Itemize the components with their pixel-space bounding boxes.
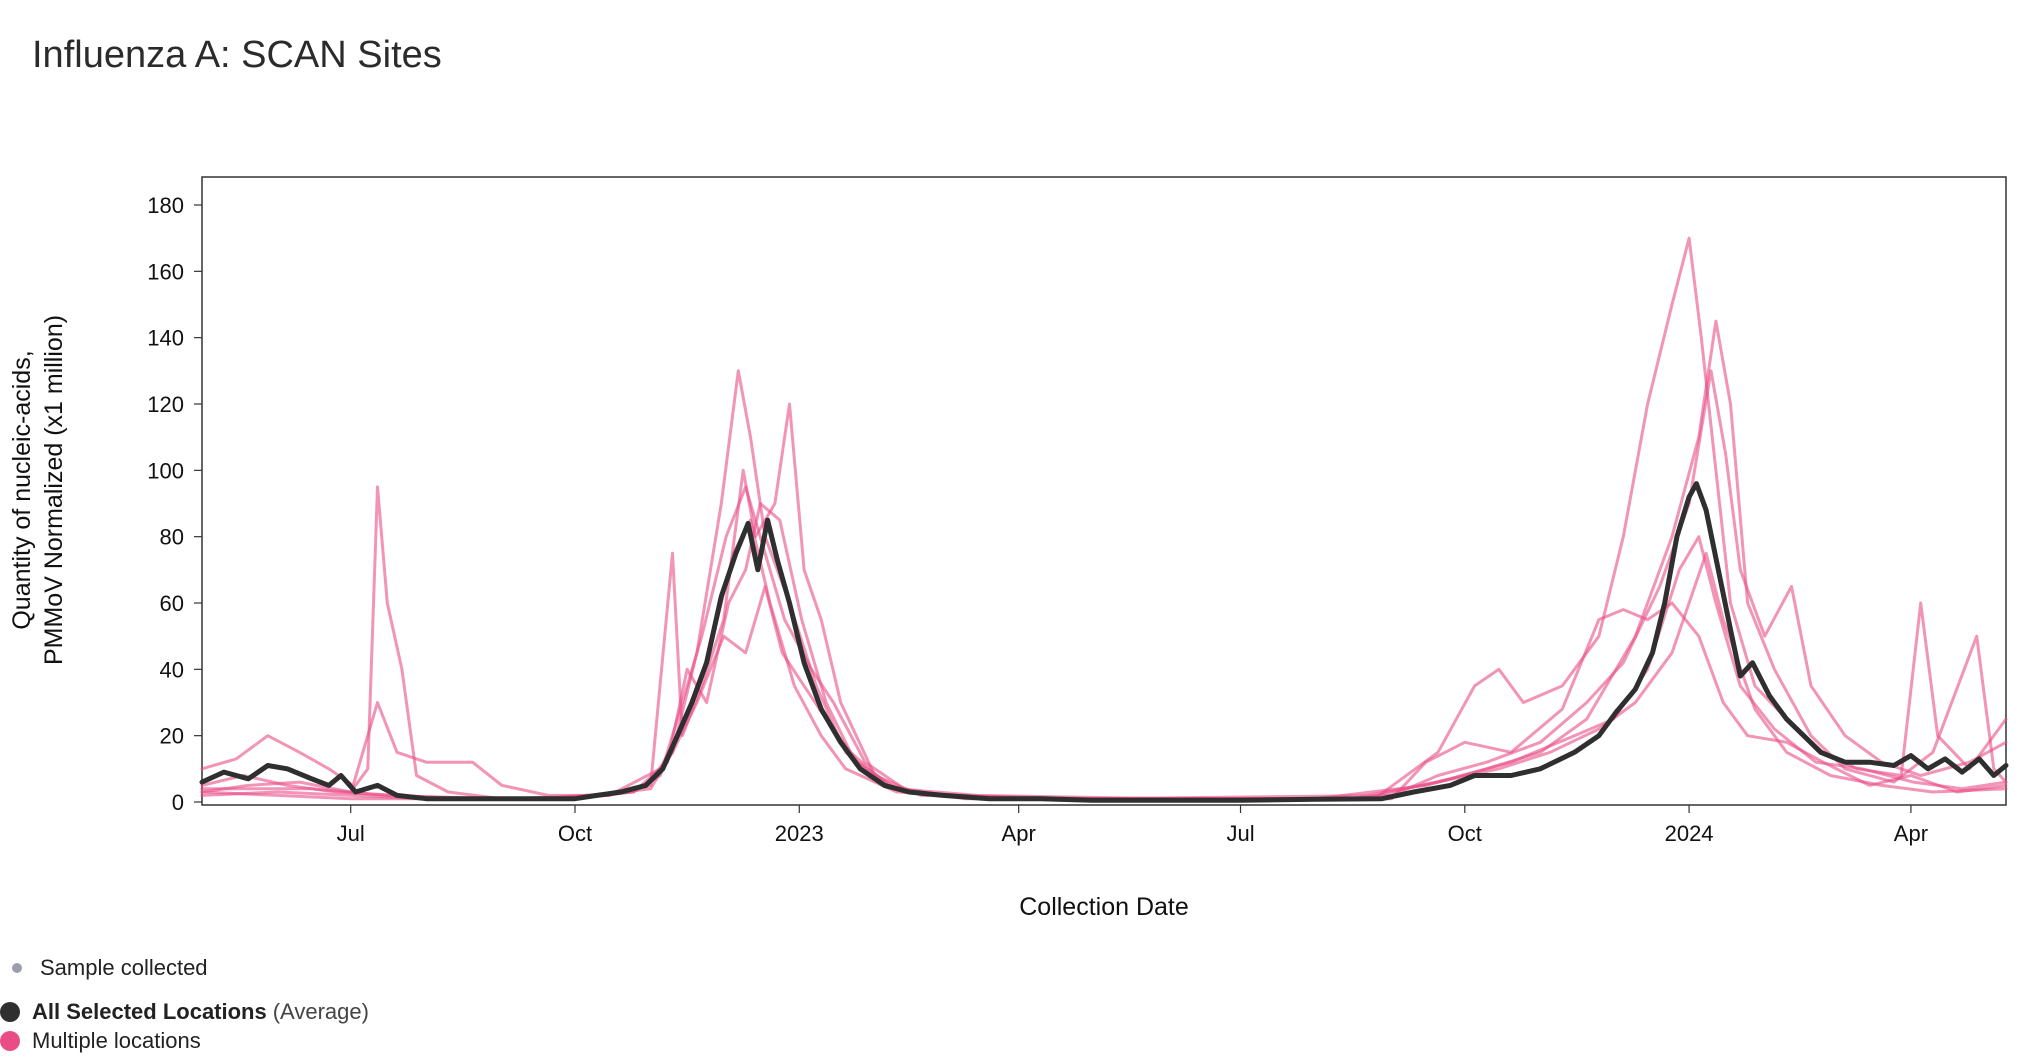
y-tick-label: 120 xyxy=(147,392,184,417)
location-series-line[interactable] xyxy=(200,369,2008,801)
legend-item-average[interactable]: All Selected Locations (Average) xyxy=(0,999,369,1025)
y-tick-label: 80 xyxy=(160,525,184,550)
sample-dot-icon xyxy=(12,963,22,973)
y-axis-title-line-1: Quantity of nucleic-acids, xyxy=(8,350,36,629)
x-tick-label: Apr xyxy=(1894,821,1928,846)
x-axis-title: Collection Date xyxy=(1019,893,1189,921)
x-axis: Jul Oct 2023 Apr Jul Oct 2024 Apr xyxy=(337,805,1928,846)
y-tick-label: 100 xyxy=(147,458,184,483)
series-layer xyxy=(199,236,2009,803)
location-series-line[interactable] xyxy=(200,236,2008,801)
x-tick-label: 2024 xyxy=(1665,821,1714,846)
y-tick-label: 20 xyxy=(160,724,184,749)
chart-title: Influenza A: SCAN Sites xyxy=(32,34,442,76)
legend-item-multiple[interactable]: Multiple locations xyxy=(0,1028,201,1054)
average-dot-icon xyxy=(0,1002,20,1022)
y-tick-label: 160 xyxy=(147,259,184,284)
x-tick-label: Jul xyxy=(337,821,365,846)
y-tick-label: 180 xyxy=(147,193,184,218)
y-tick-label: 140 xyxy=(147,326,184,351)
x-tick-label: Oct xyxy=(558,821,592,846)
average-series-line[interactable] xyxy=(199,481,2009,803)
x-tick-label: Apr xyxy=(1002,821,1036,846)
legend-item-sample[interactable]: Sample collected xyxy=(0,955,208,981)
location-series-line[interactable] xyxy=(200,319,2008,801)
y-tick-label: 40 xyxy=(160,657,184,682)
x-tick-label: Jul xyxy=(1226,821,1254,846)
legend-sample-label: Sample collected xyxy=(40,955,208,980)
y-tick-label: 60 xyxy=(160,591,184,616)
legend-multi-label: Multiple locations xyxy=(32,1028,201,1053)
y-axis: 0 20 40 60 80 100 120 140 160 180 xyxy=(147,193,202,815)
legend-average-label: All Selected Locations xyxy=(32,999,267,1024)
y-axis-title-line-2: PMMoV Normalized (x1 million) xyxy=(40,315,68,665)
legend-average-suffix: (Average) xyxy=(272,999,369,1024)
location-dot-icon xyxy=(0,1031,20,1051)
y-tick-label: 0 xyxy=(172,790,184,815)
x-tick-label: 2023 xyxy=(775,821,824,846)
x-tick-label: Oct xyxy=(1448,821,1482,846)
plot-frame xyxy=(201,176,2007,806)
